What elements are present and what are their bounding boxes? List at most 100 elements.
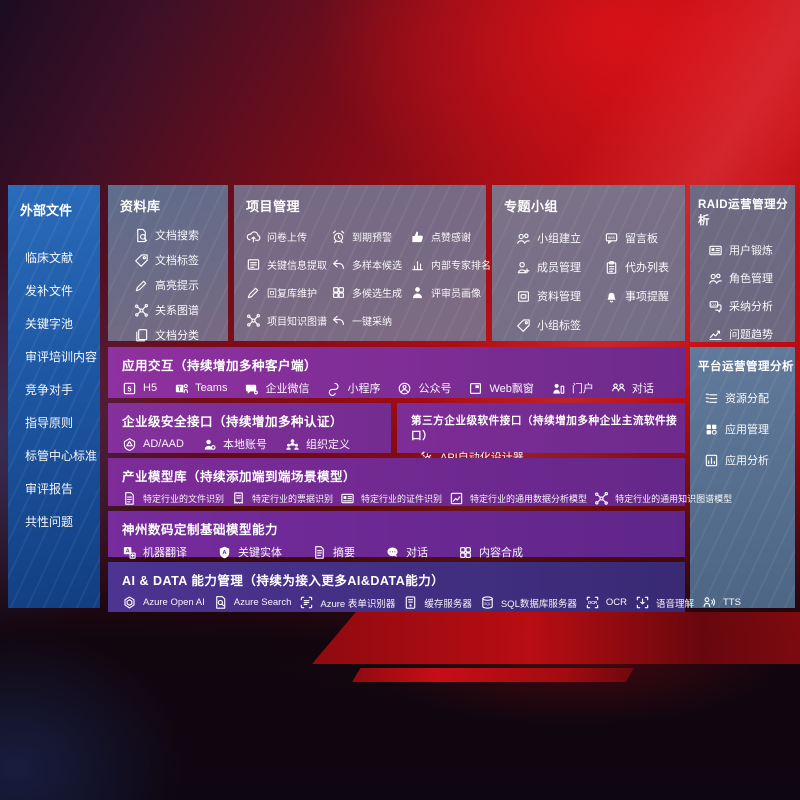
feature-label: 特定行业的证件识别 [361, 494, 443, 504]
feature-item: 文档分类 [134, 327, 228, 343]
feature-item: TTS [702, 595, 741, 610]
project-management-panel: 项目管理 问卷上传 到期预警 点赞感谢 关键信息提取 多样本候选 内部专家排名 回复库维护 多… [234, 185, 491, 341]
industry-models-row: 产业模型库（持续添加端到端场景模型） 特定行业的文件识别 特定行业的票据识别 特定行… [108, 458, 732, 506]
feature-item: 摘要 [312, 544, 355, 560]
feature-item: 高亮提示 [134, 277, 228, 293]
feature-label: 用户锻炼 [729, 245, 773, 257]
feature-item: 特定行业的票据识别 [231, 491, 333, 506]
feature-item: 成员管理 [516, 259, 604, 275]
feature-label: OCR [605, 597, 627, 608]
base-model-title: 神州数码定制基础模型能力 [122, 523, 279, 537]
sidebar-item-label: 指导原则 [25, 416, 74, 430]
database-icon: SQL [480, 595, 495, 610]
feature-label: 留言板 [625, 233, 658, 245]
reply-icon [331, 257, 346, 272]
receipt-icon [231, 491, 246, 506]
feature-item: 企业微信 [244, 380, 309, 396]
feature-label: 到期预警 [352, 233, 392, 244]
feature-label: 问卷上传 [267, 233, 307, 244]
feature-item: QA 采纳分析 [708, 298, 795, 314]
topic-group-title: 专题小组 [504, 199, 559, 214]
server-icon [403, 595, 418, 610]
feature-label: 内容合成 [479, 547, 523, 559]
id-card-icon [340, 491, 355, 506]
feature-label: 公众号 [418, 383, 452, 395]
sidebar-item-label: 共性问题 [25, 515, 74, 529]
feature-label: 多样本候选 [352, 261, 402, 272]
extract-icon [246, 257, 261, 272]
industry-models-items: 特定行业的文件识别 特定行业的票据识别 特定行业的证件识别 特定行业的通用数据分析模型… [122, 491, 732, 506]
reply-icon [331, 313, 346, 328]
grid-icon [458, 545, 473, 560]
feature-item: 应用管理 [704, 421, 795, 437]
feature-label: 文档分类 [155, 330, 199, 342]
miniapp-icon [326, 381, 341, 396]
feature-item: 一键采纳 [331, 313, 410, 328]
feature-label: 关系图谱 [155, 305, 199, 317]
feature-label: 关键实体 [238, 547, 282, 559]
person-plus-icon [516, 260, 531, 275]
feature-item: 内部专家排名 [410, 257, 491, 272]
feature-item: Azure Search [213, 595, 291, 610]
alarm-icon [331, 229, 346, 244]
industry-models-title: 产业模型库（持续添加端到端场景模型） [122, 470, 357, 484]
feature-item: 评审员画像 [410, 285, 491, 300]
feature-item: 文档标签 [134, 252, 228, 268]
feature-item: Azure 表单识别器 [299, 595, 395, 610]
tag-icon [516, 318, 531, 333]
feature-item: Azure Open AI [122, 595, 205, 610]
feature-label: Azure 表单识别器 [320, 598, 396, 610]
feature-item: OCR OCR [585, 595, 627, 610]
qa-icon: QA [708, 299, 723, 314]
feature-item: 对话 [385, 544, 428, 560]
external-files-title: 外部文件 [20, 203, 73, 218]
ai-data-row: AI & DATA 能力管理（持续为接入更多AI&DATA能力） Azure O… [108, 562, 741, 612]
feature-label: 语音理解 [655, 598, 694, 610]
feature-item: 点赞感谢 [410, 229, 491, 244]
sidebar-item: 指导原则 [25, 414, 100, 431]
external-files-panel: 外部文件 临床文献 发补文件 关键字池 审评培训内容 竞争对手 指导原则 标管中心标准 审评报… [8, 185, 100, 608]
feature-label: 缓存服务器 [424, 598, 472, 610]
feature-item: 小程序 [326, 380, 380, 396]
shield-icon [122, 437, 137, 452]
feature-label: 资料管理 [537, 291, 581, 303]
feature-label: 本地账号 [222, 439, 267, 451]
entity-icon: A [217, 545, 232, 560]
topic-group-items: 小组建立 BBS 留言板 成员管理 代办列表 资料管理 事项提醒 小组标签 [516, 230, 685, 333]
feature-label: 点赞感谢 [431, 233, 471, 244]
feature-label: 回复库维护 [267, 289, 317, 300]
feature-label: 采纳分析 [729, 301, 773, 313]
feature-item: 本地账号 [202, 436, 267, 452]
feature-label: H5 [143, 382, 158, 394]
cloud-upload-icon [246, 229, 261, 244]
feature-label: 多候选生成 [352, 289, 402, 300]
sidebar-item: 竞争对手 [25, 381, 100, 398]
feature-label: 组织定义 [305, 439, 350, 451]
sidebar-item-label: 发补文件 [25, 284, 74, 298]
feature-item: AD/AAD [122, 437, 184, 452]
translate-icon: A [122, 545, 137, 560]
svg-text:T: T [178, 385, 182, 392]
feature-item: 回复库维护 [246, 285, 331, 300]
doc-icon [122, 491, 137, 506]
id-card-icon [708, 243, 723, 258]
sidebar-item: 标管中心标准 [25, 447, 100, 464]
feature-item: 小组建立 [516, 230, 604, 246]
data-library-panel: 资料库 文档搜索 文档标签 高亮提示 关系图谱 文档分类 [108, 185, 228, 343]
app-interaction-title: 应用交互（持续增加多种客户端） [122, 359, 318, 373]
external-files-list: 临床文献 发补文件 关键字池 审评培训内容 竞争对手 指导原则 标管中心标准 审评报告 共性问题 [25, 249, 100, 530]
sidebar-item: 审评报告 [25, 480, 100, 497]
feature-label: Teams [195, 382, 228, 394]
chart-icon [704, 453, 719, 468]
image-chart-icon [449, 491, 464, 506]
feature-label: 对话 [406, 547, 428, 559]
graph-icon [134, 303, 149, 318]
svg-text:OCR: OCR [588, 600, 597, 605]
feature-label: 内部专家排名 [431, 261, 491, 272]
sidebar-item: 发补文件 [25, 282, 100, 299]
feature-label: 应用分析 [725, 455, 769, 467]
feature-item: 问题趋势 [708, 326, 795, 342]
users-icon [708, 271, 723, 286]
svg-text:A: A [222, 550, 227, 556]
